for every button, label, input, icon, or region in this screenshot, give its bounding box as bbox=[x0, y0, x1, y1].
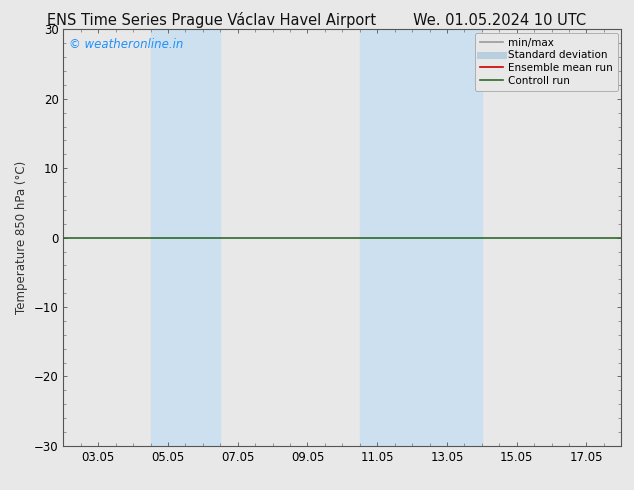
Bar bbox=[430, 29, 482, 446]
Bar bbox=[360, 29, 430, 446]
Bar bbox=[150, 29, 221, 446]
Text: © weatheronline.in: © weatheronline.in bbox=[69, 38, 183, 51]
Y-axis label: Temperature 850 hPa (°C): Temperature 850 hPa (°C) bbox=[15, 161, 29, 314]
Legend: min/max, Standard deviation, Ensemble mean run, Controll run: min/max, Standard deviation, Ensemble me… bbox=[475, 32, 618, 91]
Text: ENS Time Series Prague Václav Havel Airport        We. 01.05.2024 10 UTC: ENS Time Series Prague Václav Havel Airp… bbox=[48, 12, 586, 28]
